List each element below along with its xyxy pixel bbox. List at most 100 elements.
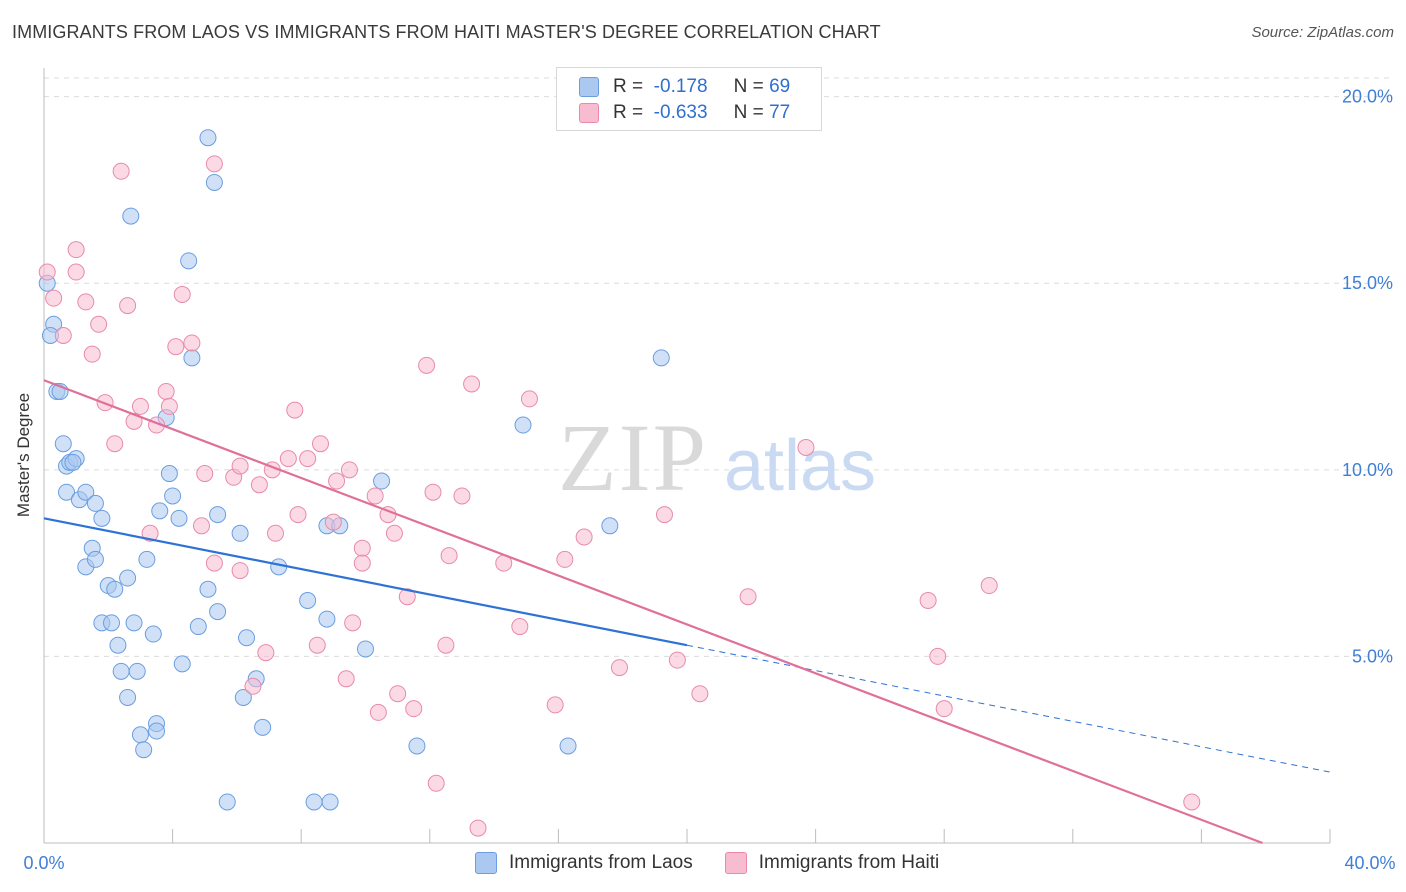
laos-point [209, 506, 227, 524]
haiti-point [668, 651, 686, 669]
haiti-point [389, 685, 407, 703]
haiti-swatch [579, 103, 599, 123]
laos-point [125, 614, 143, 632]
haiti-point [157, 382, 175, 400]
laos-point [321, 793, 339, 811]
haiti-point [231, 562, 249, 580]
laos-point [318, 610, 336, 628]
haiti-point [266, 524, 284, 542]
haiti-point [469, 819, 487, 837]
laos-point [135, 741, 153, 759]
laos-point [93, 509, 111, 527]
laos-point [122, 207, 140, 225]
watermark-atlas: atlas [724, 426, 876, 506]
haiti-point [205, 554, 223, 572]
haiti-point [231, 457, 249, 475]
haiti-point [797, 438, 815, 456]
haiti-n-value: 77 [769, 102, 791, 123]
source-credit: Source: ZipAtlas.com [1251, 24, 1394, 41]
haiti-point [929, 647, 947, 665]
laos-point [109, 636, 127, 654]
laos-n-label: N = [733, 76, 764, 97]
laos-swatch [579, 77, 599, 97]
laos-point [218, 793, 236, 811]
haiti-point [45, 289, 63, 307]
laos-point [254, 718, 272, 736]
haiti-point [250, 476, 268, 494]
laos-point [373, 472, 391, 490]
haiti-point [244, 677, 262, 695]
laos-point [119, 688, 137, 706]
haiti-point [437, 636, 455, 654]
chart-title: IMMIGRANTS FROM LAOS VS IMMIGRANTS FROM … [12, 22, 881, 42]
laos-point [305, 793, 323, 811]
watermark-zip: ZIP [558, 404, 708, 511]
laos-point [86, 494, 104, 512]
x-tick-label: 0.0% [23, 853, 64, 873]
haiti-point [691, 685, 709, 703]
haiti-point [453, 487, 471, 505]
laos-point [234, 688, 252, 706]
haiti-point [196, 465, 214, 483]
legend-row-haiti: R = -0.633 N = 77 [579, 101, 790, 125]
haiti-legend-label: Immigrants from Haiti [758, 852, 940, 873]
haiti-point [610, 659, 628, 677]
laos-point [173, 655, 191, 673]
laos-point [652, 349, 670, 367]
haiti-point [418, 356, 436, 374]
haiti-point [353, 539, 371, 557]
haiti-point [739, 588, 757, 606]
laos-point [199, 129, 217, 147]
laos-point [119, 569, 137, 587]
laos-legend-swatch [475, 852, 497, 874]
haiti-r-label: R = [613, 102, 644, 123]
haiti-point [440, 547, 458, 565]
haiti-point [463, 375, 481, 393]
laos-r-label: R = [613, 76, 644, 97]
haiti-point [141, 524, 159, 542]
laos-point [106, 580, 124, 598]
laos-point [138, 550, 156, 568]
haiti-point [369, 703, 387, 721]
haiti-point [173, 285, 191, 303]
haiti-point [556, 550, 574, 568]
haiti-point [311, 435, 329, 453]
haiti-point [67, 241, 85, 259]
laos-point [77, 483, 95, 501]
haiti-point [324, 513, 342, 531]
laos-point [64, 453, 82, 471]
laos-point [170, 509, 188, 527]
haiti-point [405, 700, 423, 718]
haiti-point [655, 506, 673, 524]
haiti-point [131, 397, 149, 415]
laos-point [160, 465, 178, 483]
haiti-point [340, 461, 358, 479]
haiti-point [427, 774, 445, 792]
laos-point [112, 662, 130, 680]
laos-point [238, 629, 256, 647]
haiti-point [90, 315, 108, 333]
laos-point [357, 640, 374, 658]
series-legend-haiti: Immigrants from Haiti [724, 852, 940, 874]
laos-point [559, 737, 577, 755]
laos-point [180, 252, 198, 270]
axis-layer [43, 68, 1331, 844]
haiti-point [337, 670, 355, 688]
x-tick-label: 40.0% [1344, 853, 1395, 873]
laos-point [299, 591, 317, 609]
laos-point [164, 487, 182, 505]
laos-point [189, 618, 207, 636]
haiti-point [308, 636, 326, 654]
laos-point [131, 726, 149, 744]
haiti-r-value: -0.633 [653, 102, 708, 123]
haiti-point [167, 338, 185, 356]
laos-point [209, 603, 227, 621]
laos-point [601, 517, 619, 535]
laos-r-value: -0.178 [653, 76, 708, 97]
haiti-point [119, 297, 137, 315]
laos-point [231, 524, 249, 542]
laos-point [183, 349, 201, 367]
haiti-n-label: N = [733, 102, 764, 123]
laos-point [205, 173, 223, 191]
haiti-point [205, 155, 223, 173]
